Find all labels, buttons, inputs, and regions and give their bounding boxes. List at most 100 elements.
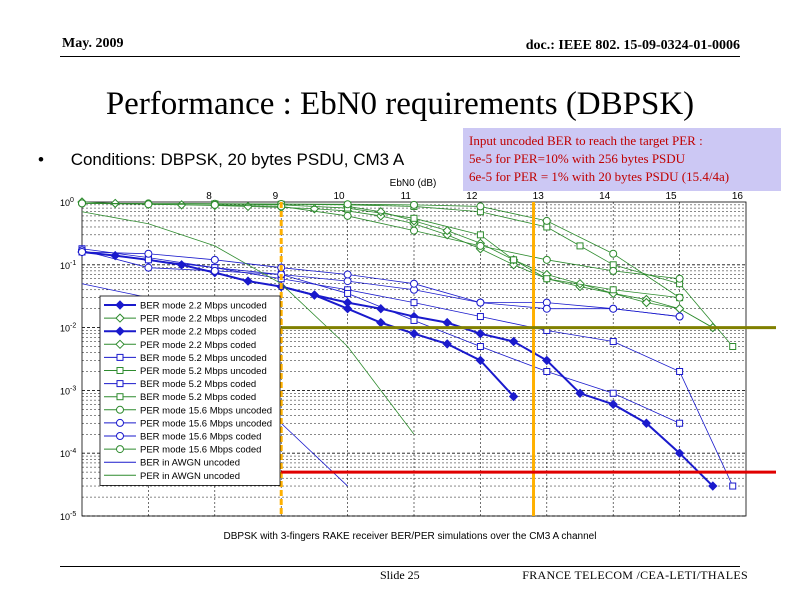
x-tick-label: 13 [533, 191, 545, 202]
chart-caption: DBPSK with 3-fingers RAKE receiver BER/P… [224, 531, 597, 542]
series-point-0 [442, 339, 452, 349]
header-rule [60, 56, 740, 57]
series-point-7 [543, 275, 551, 283]
footer-rule [60, 566, 740, 567]
series-point-4 [476, 313, 484, 321]
series-point-0 [243, 276, 253, 286]
header-date: May. 2009 [62, 36, 124, 51]
series-point-5 [729, 343, 737, 351]
legend-entry-label: PER mode 15.6 Mbps uncoded [140, 405, 272, 416]
conditions-bullet: • Conditions: DBPSK, 20 bytes PSDU, CM3 … [38, 150, 404, 170]
y-tick-label: 10-5 [60, 511, 76, 522]
y-tick-label: 10-1 [60, 260, 76, 271]
note-line-3: 6e-5 for PER = 1% with 20 bytes PSDU (15… [469, 169, 730, 184]
x-tick-label: 11 [401, 191, 412, 202]
series-point-9 [210, 266, 219, 275]
series-point-7 [476, 231, 484, 239]
legend-swatch-marker [116, 353, 124, 361]
x-tick-label: 8 [206, 191, 212, 202]
series-point-0 [409, 328, 419, 339]
series-point-2 [674, 448, 685, 458]
series-point-10 [343, 270, 352, 279]
x-tick-label: 10 [333, 191, 345, 202]
series-point-4 [609, 338, 617, 346]
series-point-10 [78, 247, 86, 256]
series-line-2 [280, 285, 714, 487]
y-tick-label: 10-4 [60, 448, 76, 459]
series-point-4 [410, 299, 418, 307]
series-point-10 [675, 312, 684, 321]
x-tick-label: 9 [273, 191, 279, 202]
series-point-4 [676, 367, 684, 375]
series-point-2 [575, 388, 585, 398]
header-doc-id: doc.: IEEE 802. 15-09-0324-01-0006 [525, 38, 740, 53]
legend-entry-label: BER mode 5.2 Mbps coded [140, 392, 256, 403]
series-line-8 [82, 202, 680, 298]
series-point-11 [410, 226, 418, 235]
slide-title: Performance : EbN0 requirements (DBPSK) [105, 86, 695, 122]
series-point-6 [410, 316, 418, 324]
legend-swatch-marker [115, 313, 125, 323]
series-point-8 [675, 293, 684, 302]
series-point-11 [476, 241, 485, 250]
series-line-6 [81, 251, 680, 424]
series-point-9 [144, 263, 153, 272]
series-point-8 [542, 216, 551, 225]
series-point-4 [729, 482, 737, 490]
legend-entry-label: PER in AWGN uncoded [140, 471, 240, 482]
legend-box [99, 295, 281, 486]
series-point-2 [309, 290, 320, 300]
series-point-11 [609, 266, 618, 275]
legend-swatch-marker [116, 418, 124, 427]
series-point-3 [575, 278, 585, 289]
y-tick-label: 10-3 [60, 385, 76, 396]
footer-organizations: FRANCE TELECOM /CEA-LETI/THALES [522, 568, 748, 582]
legend-swatch-marker [115, 326, 125, 336]
series-point-10 [476, 298, 485, 307]
series-point-2 [708, 481, 718, 491]
series-point-11 [542, 255, 551, 264]
series-point-7 [510, 256, 518, 264]
legend-entry-label: PER mode 2.2 Mbps coded [140, 327, 256, 338]
legend-entry-label: BER mode 15.6 Mbps coded [140, 432, 261, 443]
x-tick-label: 12 [466, 191, 478, 202]
legend-entry-label: PER mode 15.6 Mbps uncoded [140, 418, 272, 429]
series-line-3 [347, 206, 713, 328]
series-point-7 [609, 286, 617, 294]
series-point-0 [508, 391, 519, 402]
y-tick-label: 100 [60, 197, 74, 208]
y-tick-label: 10-2 [60, 323, 76, 334]
legend-swatch-marker [116, 367, 124, 374]
legend-entry-label: BER mode 5.2 Mbps uncoded [140, 353, 267, 364]
target-ber-note: Input uncoded BER to reach the target PE… [463, 128, 781, 191]
note-line-1: Input uncoded BER to reach the target PE… [469, 133, 703, 148]
note-line-2: 5e-5 for PER=10% with 256 bytes PSDU [469, 151, 686, 166]
series-point-6 [476, 343, 484, 351]
legend-entry-label: PER mode 2.2 Mbps coded [140, 340, 256, 351]
series-point-2 [475, 328, 486, 339]
series-point-10 [542, 304, 551, 313]
series-point-0 [475, 355, 486, 366]
series-point-7 [410, 214, 418, 222]
series-line-10 [81, 251, 680, 317]
series-line-9 [81, 249, 680, 317]
legend-swatch-marker [116, 380, 124, 388]
x-tick-label: 16 [732, 191, 744, 202]
series-point-8 [410, 200, 418, 209]
legend-swatch-marker [116, 393, 124, 401]
series-point-3 [641, 297, 652, 308]
legend-entry-label: BER mode 2.2 Mbps uncoded [140, 301, 267, 312]
x-tick-label: 14 [599, 191, 611, 202]
series-line-13 [81, 211, 415, 435]
series-point-8 [609, 249, 618, 258]
legend-entry-label: BER mode 5.2 Mbps coded [140, 379, 256, 390]
series-point-2 [608, 399, 618, 410]
series-point-2 [342, 297, 353, 308]
x-tick-label: 15 [665, 191, 677, 202]
series-point-6 [609, 389, 617, 397]
series-point-6 [543, 367, 551, 375]
legend-swatch-marker [116, 432, 124, 440]
legend-entry-label: BER in AWGN uncoded [140, 458, 240, 469]
series-point-11 [144, 200, 153, 209]
slide-number: Slide 25 [380, 568, 420, 582]
